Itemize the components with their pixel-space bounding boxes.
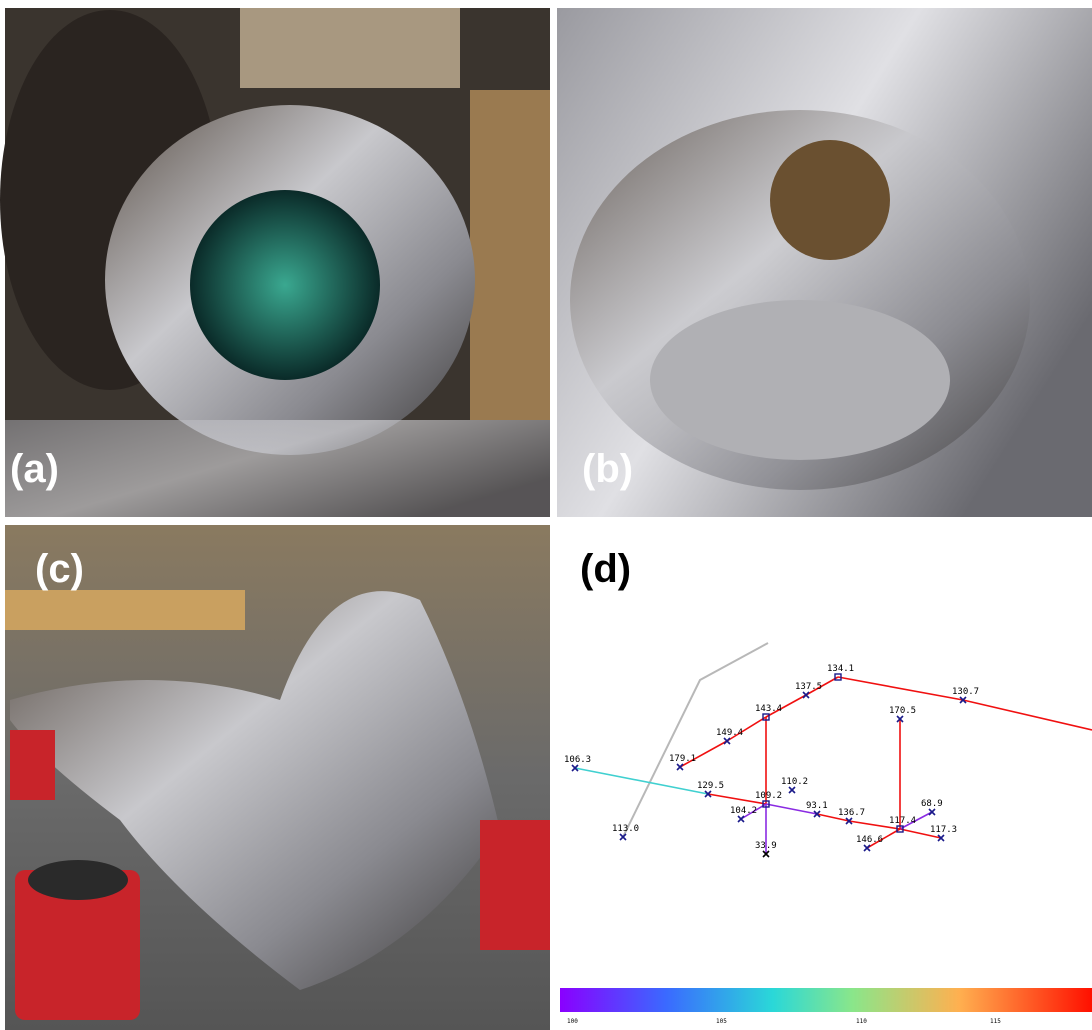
node-label: 149.4 [716, 728, 743, 738]
node-label: 33.9 [755, 841, 777, 851]
node-label: 68.9 [921, 799, 943, 809]
node-label: 179.1 [669, 754, 696, 764]
colorbar-tick: 110 [856, 1018, 867, 1025]
photo-c [5, 525, 550, 1030]
panel-label: (b) [582, 447, 633, 491]
node-label: 117.3 [930, 825, 957, 835]
node-label: 110.2 [781, 777, 808, 787]
node [789, 787, 795, 793]
node-label: 117.4 [889, 816, 916, 826]
panel-label: (c) [35, 547, 84, 591]
node-label: 109.2 [755, 791, 782, 801]
node-label: 104.2 [730, 806, 757, 816]
node [929, 809, 935, 815]
node-label: 136.7 [838, 808, 865, 818]
photo-a [0, 8, 550, 517]
node [724, 738, 730, 744]
panel-label: (d) [580, 547, 631, 591]
node-label: 146.6 [856, 835, 883, 845]
colorbar-tick: 105 [716, 1018, 727, 1025]
node-label: 113.0 [612, 824, 639, 834]
edge [963, 700, 1092, 730]
node-label: 130.7 [952, 687, 979, 697]
colorbar [560, 988, 1092, 1012]
node-label: 129.5 [697, 781, 724, 791]
node [738, 816, 744, 822]
node-label: 143.4 [755, 704, 782, 714]
diagram: 106.3 113.0 179.1 149.4 143.4 137.5 134.1 130.7… [564, 643, 1092, 857]
node [803, 692, 809, 698]
node-label: 106.3 [564, 755, 591, 765]
node-label: 134.1 [827, 664, 854, 674]
figure: (a) (b) (c) (d) 106.3 113.0 179.1 149.4 143.… [0, 0, 1092, 1030]
node-label: 137.5 [795, 682, 822, 692]
photo-b [557, 8, 1092, 517]
node-label: 93.1 [806, 801, 828, 811]
node [677, 764, 683, 770]
panel-label: (a) [10, 447, 59, 491]
node [864, 845, 870, 851]
colorbar-tick: 100 [567, 1018, 578, 1025]
node-label: 170.5 [889, 706, 916, 716]
colorbar-tick: 115 [990, 1018, 1001, 1025]
edge [575, 768, 708, 794]
edge [838, 677, 963, 700]
